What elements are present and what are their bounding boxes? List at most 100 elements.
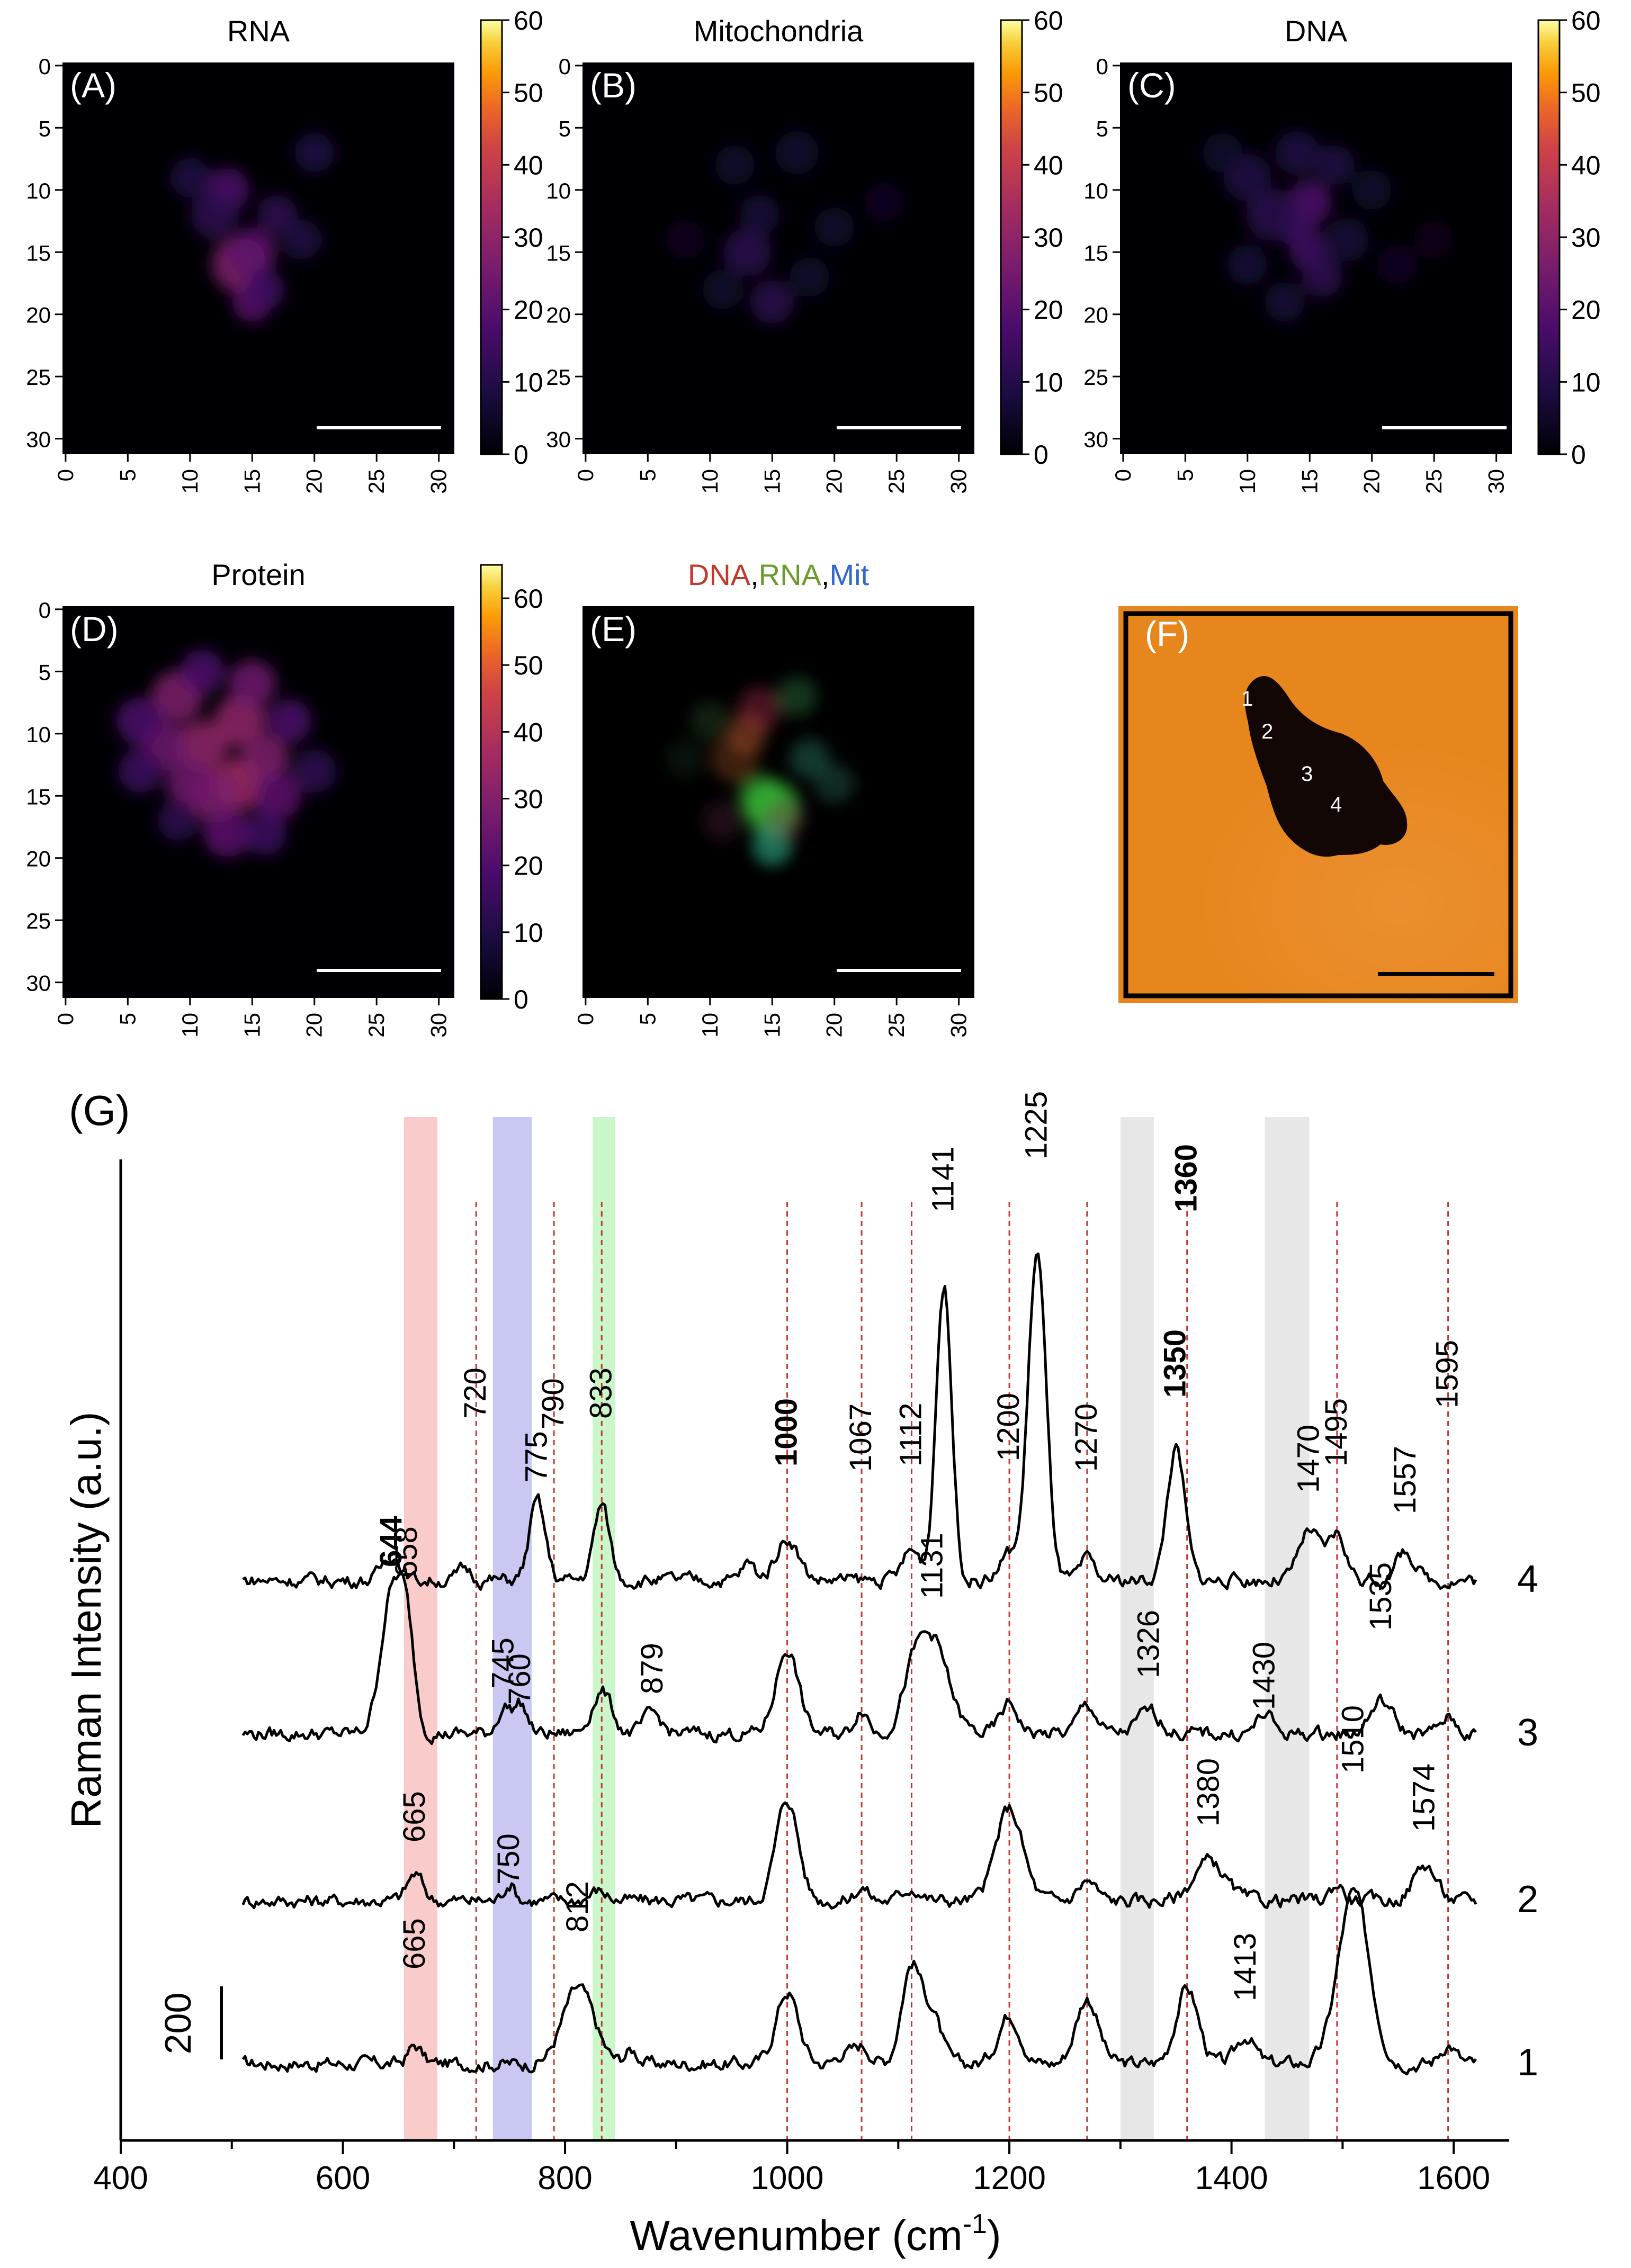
intensity-spot <box>213 695 266 748</box>
peak-label: 1350 <box>1158 1329 1193 1398</box>
peak-label: 1430 <box>1247 1642 1282 1710</box>
spectrum-line-3 <box>241 1572 1477 1745</box>
heatmap-x-axis: 0 5 10 15 20 25 30 <box>53 998 451 1038</box>
x-tick-label: 0 <box>53 469 78 481</box>
highlight-band <box>492 1117 532 2140</box>
y-tick-label: 20 <box>26 847 51 871</box>
spectra: 1 2 3 4 <box>241 1252 1538 2084</box>
colorbar-tick-label: 50 <box>1571 78 1601 108</box>
x-tick-label: 30 <box>426 1013 451 1038</box>
colorbar-tick-label: 20 <box>514 851 543 881</box>
heatmap-x-axis: 0 5 10 15 20 25 30 <box>573 454 971 494</box>
colorbar: 0 10 20 30 40 50 60 <box>1537 6 1601 470</box>
x-tick-label: 30 <box>426 469 451 494</box>
peak-label: 1067 <box>844 1403 878 1472</box>
composite-spot <box>765 800 805 841</box>
colorbar-tick-label: 10 <box>514 367 543 397</box>
composite-spot <box>711 734 759 782</box>
colorbar-gradient <box>480 564 503 1000</box>
y-tick-label: 0 <box>39 598 51 623</box>
composite-spot <box>790 739 830 779</box>
peak-label: 775 <box>519 1431 554 1482</box>
spectrum-label-4: 4 <box>1517 1558 1538 1600</box>
colorbar-tick-label: 40 <box>1571 150 1601 180</box>
x-tick-label: 20 <box>302 1013 327 1038</box>
y-tick-label: 25 <box>26 908 51 933</box>
colorbar-tick-label: 30 <box>514 785 543 814</box>
x-axis-label: Wavenumber (cm-1) <box>630 2209 1001 2259</box>
x-tick-label: 5 <box>635 1013 660 1025</box>
heatmap-intensity <box>1203 130 1454 322</box>
x-tick-label: 400 <box>93 2160 148 2197</box>
x-tick-label: 15 <box>239 469 264 494</box>
heatmap-y-axis: 0 5 10 15 20 25 30 <box>26 598 62 996</box>
highlight-band <box>1120 1117 1154 2140</box>
panel-c-dna: DNA (C) 0 5 10 15 20 25 30 0 5 10 15 20 25 30 0 10 20 3… <box>1083 6 1600 494</box>
scale-bar-label: 200 <box>157 1993 199 2055</box>
x-ticks: 400 600 800 1000 1200 1400 1600 <box>93 2140 1490 2197</box>
x-tick-label: 15 <box>759 1013 784 1038</box>
intensity-spot <box>1227 245 1268 285</box>
x-tick-label: 25 <box>884 469 909 494</box>
peak-label: 833 <box>584 1367 618 1419</box>
x-tick-label: 25 <box>364 1013 389 1038</box>
spectrum-line-4 <box>242 1252 1477 1591</box>
x-tick-label: 1000 <box>751 2160 824 2197</box>
x-tick-label: 25 <box>364 469 389 494</box>
intensity-spot <box>1325 218 1369 262</box>
panel-b-title: Mitochondria <box>694 14 864 48</box>
peak-label: 1360 <box>1169 1144 1204 1212</box>
y-tick-label: 10 <box>26 722 51 747</box>
y-tick-label: 30 <box>1083 427 1108 452</box>
y-tick-label: 20 <box>1083 303 1108 328</box>
peak-label: 720 <box>458 1367 492 1419</box>
peak-label: 1413 <box>1228 1933 1262 2001</box>
peak-label: 745 <box>486 1637 521 1689</box>
highlight-bands <box>404 1117 1310 2140</box>
intensity-spot <box>740 195 780 235</box>
composite-intensity <box>665 676 855 866</box>
x-tick-label: 0 <box>1110 469 1135 481</box>
heatmap-x-axis: 0 5 10 15 20 25 30 <box>1110 454 1509 494</box>
intensity-spot <box>715 145 755 185</box>
peak-label: 1470 <box>1291 1425 1325 1493</box>
intensity-spot <box>228 228 276 276</box>
x-tick-label: 0 <box>573 469 598 481</box>
highlight-band <box>593 1117 615 2140</box>
point-label-4: 4 <box>1330 793 1342 816</box>
heatmap-x-axis: 0 5 10 15 20 25 30 <box>53 454 451 494</box>
x-tick-label: 20 <box>822 469 847 494</box>
panel-a-rna: RNA (A) 0 5 10 15 20 25 30 0 5 10 15 20 25 30 0 10 20 3… <box>26 6 543 494</box>
intensity-spot <box>750 280 794 324</box>
composite-spot <box>738 687 782 731</box>
y-tick-label: 15 <box>1083 240 1108 265</box>
colorbar-tick-label: 0 <box>514 440 528 470</box>
peak-label: 1225 <box>1019 1091 1054 1159</box>
intensity-spot <box>191 191 239 239</box>
y-tick-label: 25 <box>1083 365 1108 390</box>
highlight-band <box>1265 1117 1310 2140</box>
spectrum-label-1: 1 <box>1517 2041 1538 2084</box>
point-label-3: 3 <box>1301 762 1313 786</box>
reference-lines <box>475 1202 1449 2140</box>
x-tick-label: 20 <box>302 469 327 494</box>
x-tick-label: 10 <box>177 1013 202 1038</box>
colorbar-tick-label: 10 <box>514 918 543 948</box>
x-tick-label: 600 <box>316 2160 370 2197</box>
peak-label: 812 <box>560 1881 595 1932</box>
panel-d-letter: (D) <box>70 609 119 649</box>
x-tick-label: 1400 <box>1195 2160 1268 2197</box>
intensity-spot <box>814 207 855 247</box>
y-tick-label: 5 <box>39 116 51 141</box>
colorbar-tick-label: 60 <box>514 6 543 35</box>
x-tick-label: 15 <box>239 1013 264 1038</box>
panel-c-letter: (C) <box>1127 66 1176 105</box>
point-label-2: 2 <box>1261 720 1273 743</box>
colorbar-tick-label: 20 <box>1034 295 1063 325</box>
colorbar-tick-label: 0 <box>1571 440 1586 470</box>
intensity-spot <box>243 811 287 856</box>
intensity-spot <box>702 269 742 310</box>
y-tick-label: 25 <box>546 365 571 390</box>
